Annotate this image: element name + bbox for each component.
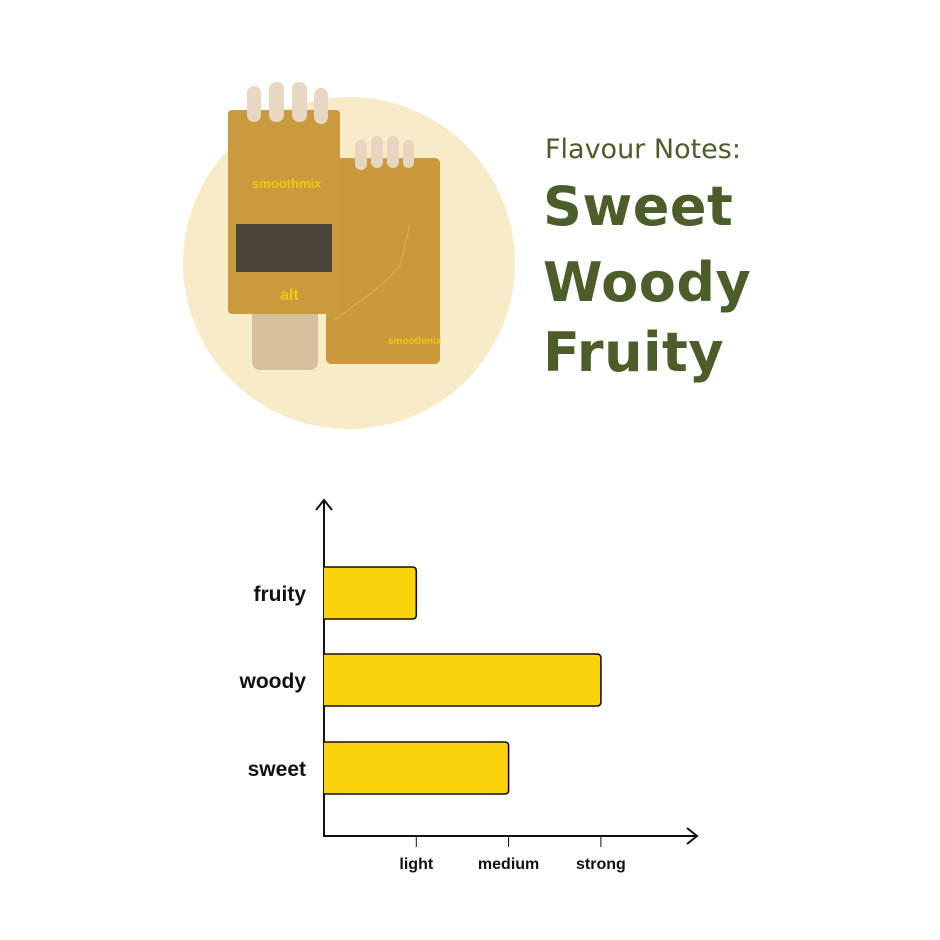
flavour-note-fruity: Fruity [543,321,725,384]
x-tick-label-medium: medium [478,856,539,873]
x-tick-label-strong: strong [576,856,626,873]
front-pouch-variant: alt [280,287,299,304]
product-illustration: smoothmix smoothmix alt [183,82,515,429]
category-label-fruity: fruity [254,583,307,606]
x-axis-arrow [686,827,699,845]
flavour-note-sweet: Sweet [543,175,734,238]
back-pouch-brand: smoothmix [388,336,442,347]
chart-axes [315,498,699,845]
flavour-notes-label: Flavour Notes: [545,134,741,165]
bar-sweet [324,741,510,795]
flavour-note-woody: Woody [543,251,752,314]
back-pouch: smoothmix [326,136,442,364]
bar-fruity [324,566,418,620]
category-label-woody: woody [239,670,307,693]
wooden-hand-stand [252,300,318,370]
front-pouch: smoothmix alt [228,82,340,314]
category-label-sweet: sweet [248,758,306,781]
bar-woody [324,653,602,707]
x-tick-label-light: light [399,856,433,873]
y-axis-arrow [315,498,333,511]
front-pouch-brand: smoothmix [252,176,322,191]
